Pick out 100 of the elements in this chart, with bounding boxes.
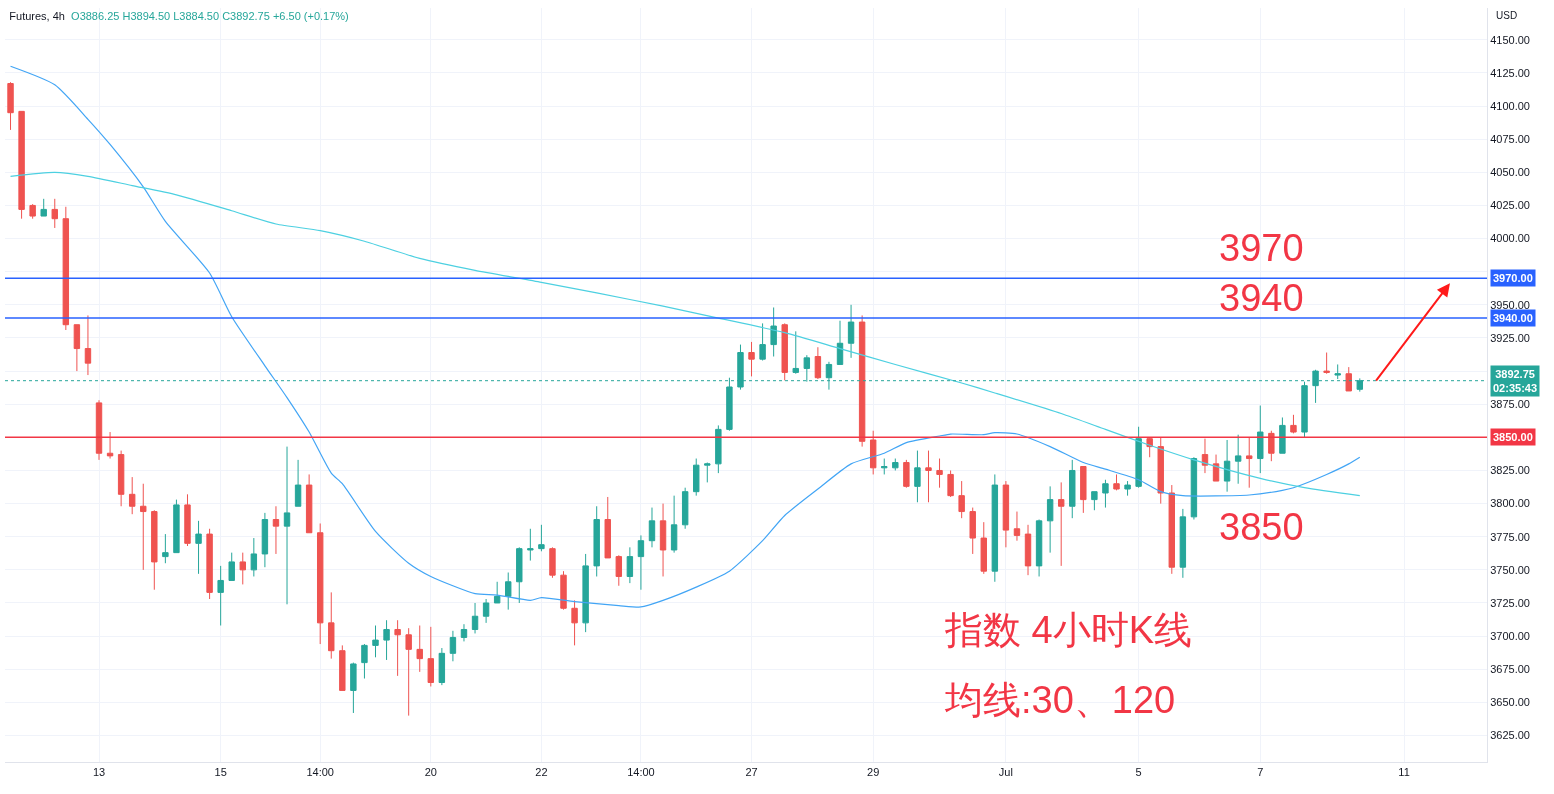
candlestick bbox=[814, 346, 822, 380]
x-tick-label: 14:00 bbox=[627, 766, 655, 779]
candlestick bbox=[1102, 479, 1109, 509]
candlestick bbox=[1279, 416, 1286, 454]
y-tick-label: 3925.00 bbox=[1490, 331, 1530, 344]
ref-line-label: 3892.75 02:35:43 bbox=[1493, 368, 1538, 395]
candlestick bbox=[1035, 519, 1043, 577]
candlestick bbox=[991, 473, 999, 583]
candlestick bbox=[261, 512, 269, 568]
candlestick bbox=[217, 565, 224, 627]
ref-line-label: 3850.00 bbox=[1493, 431, 1533, 443]
candlestick bbox=[516, 546, 523, 604]
candlestick bbox=[184, 493, 191, 547]
candlestick bbox=[405, 627, 412, 717]
candlestick bbox=[73, 324, 81, 372]
candlestick bbox=[615, 554, 623, 587]
candlestick bbox=[1246, 436, 1253, 489]
candlestick bbox=[117, 450, 125, 507]
candlestick bbox=[128, 476, 136, 515]
candlestick bbox=[1057, 481, 1065, 567]
x-tick-label: 29 bbox=[867, 766, 880, 779]
candlestick bbox=[582, 553, 589, 633]
candlestick bbox=[294, 459, 302, 507]
candlestick bbox=[18, 110, 25, 220]
candlestick bbox=[659, 503, 667, 577]
chart-title: Futures, 4h bbox=[9, 9, 65, 22]
candlestick bbox=[1323, 352, 1330, 375]
candlestick bbox=[892, 458, 899, 471]
y-tick-label: 3875.00 bbox=[1490, 398, 1530, 411]
x-tick-label: 20 bbox=[424, 766, 437, 779]
candlestick bbox=[1168, 484, 1176, 575]
y-tick-label: 4150.00 bbox=[1490, 33, 1530, 46]
candlestick bbox=[869, 430, 877, 475]
x-tick-label: 27 bbox=[745, 766, 758, 779]
y-tick-label: 3950.00 bbox=[1490, 298, 1530, 311]
candlestick bbox=[770, 306, 777, 358]
annotation: 3940 bbox=[1219, 277, 1304, 319]
candlestick bbox=[350, 662, 357, 714]
y-tick-label: 4100.00 bbox=[1490, 99, 1530, 112]
candlestick bbox=[836, 320, 844, 365]
candlestick bbox=[206, 528, 213, 600]
candlestick bbox=[958, 480, 965, 519]
y-tick-label: 3725.00 bbox=[1490, 596, 1530, 609]
candlestick bbox=[40, 198, 47, 217]
candlestick bbox=[283, 446, 291, 605]
candlestick bbox=[1345, 366, 1352, 392]
candlestick bbox=[947, 469, 954, 498]
candlestick bbox=[151, 509, 158, 591]
candlestick bbox=[759, 322, 766, 361]
y-tick-label: 3625.00 bbox=[1490, 729, 1530, 742]
candlestick bbox=[1080, 466, 1087, 514]
candlestick bbox=[471, 602, 479, 634]
ref-line-label: 3970.00 bbox=[1493, 272, 1533, 284]
candlestick bbox=[239, 552, 246, 585]
candlestick bbox=[1091, 491, 1098, 511]
candlestick bbox=[29, 203, 36, 220]
candlestick bbox=[925, 450, 932, 503]
x-tick-label: 11 bbox=[1398, 766, 1410, 779]
candlestick bbox=[1268, 430, 1275, 462]
candlestick bbox=[980, 521, 987, 575]
candlestick bbox=[1013, 511, 1021, 542]
candlestick bbox=[693, 458, 700, 497]
candlestick bbox=[305, 473, 313, 534]
y-axis-title: USD bbox=[1496, 10, 1518, 21]
candlestick bbox=[549, 546, 556, 579]
candlestick bbox=[427, 626, 435, 687]
annotation: 指数 4小时K线 bbox=[944, 609, 1193, 651]
candlestick bbox=[51, 198, 58, 229]
candlestick bbox=[571, 599, 578, 646]
candlestick bbox=[195, 520, 202, 575]
candlestick bbox=[704, 462, 711, 483]
candlestick bbox=[416, 625, 423, 673]
candlestick bbox=[715, 424, 722, 474]
candlestick bbox=[140, 483, 147, 571]
candlestick bbox=[681, 487, 689, 530]
candlestick bbox=[339, 644, 346, 691]
annotation: 3970 bbox=[1219, 227, 1304, 269]
candlestick bbox=[95, 399, 103, 461]
x-tick-label: 15 bbox=[214, 766, 227, 779]
candlestick bbox=[1124, 480, 1131, 497]
candlestick bbox=[460, 623, 468, 642]
y-tick-label: 3650.00 bbox=[1490, 696, 1530, 709]
y-tick-label: 4025.00 bbox=[1490, 199, 1530, 212]
candlestick bbox=[1069, 459, 1076, 519]
candlestick bbox=[538, 524, 545, 552]
candlestick bbox=[1024, 524, 1032, 576]
candlestick bbox=[847, 304, 855, 359]
x-tick-label: Jul bbox=[998, 766, 1013, 779]
candlestick bbox=[1201, 438, 1209, 474]
candlestick bbox=[560, 570, 567, 611]
x-tick-label: 14:00 bbox=[306, 766, 334, 779]
candlestick bbox=[493, 581, 501, 604]
y-tick-label: 3825.00 bbox=[1490, 464, 1530, 477]
chart-subtitle: O3886.25 H3894.50 L3884.50 C3892.75 +6.50 (+0.17%) bbox=[71, 9, 349, 22]
x-tick-label: 5 bbox=[1135, 766, 1142, 779]
candlestick bbox=[914, 450, 921, 503]
candlestick bbox=[84, 314, 92, 376]
candlestick bbox=[328, 591, 335, 660]
candlestick bbox=[527, 528, 534, 562]
y-tick-label: 3775.00 bbox=[1490, 530, 1530, 543]
